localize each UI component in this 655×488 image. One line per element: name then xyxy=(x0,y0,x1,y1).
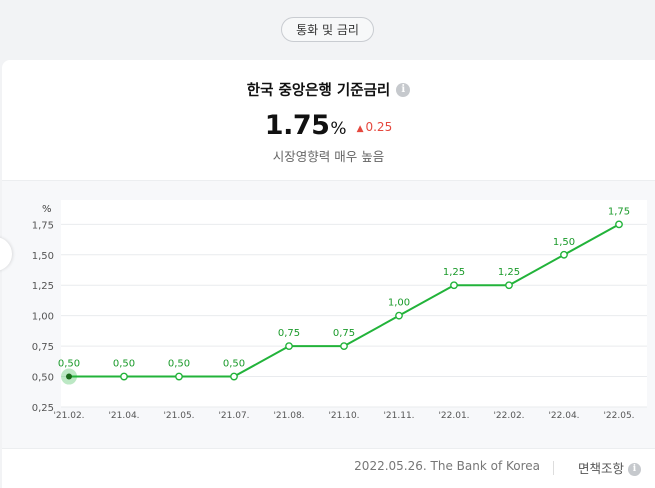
data-label: 0,75 xyxy=(278,328,300,339)
x-tick-label: '21.05. xyxy=(163,411,194,421)
data-point xyxy=(175,372,183,381)
data-label: 1,50 xyxy=(553,237,575,248)
data-label: 1,00 xyxy=(388,298,410,309)
y-tick-label: 1,50 xyxy=(32,251,54,262)
card-footer: 2022.05.26. The Bank of Korea 면책조항 i xyxy=(2,448,655,488)
x-tick-label: '21.08. xyxy=(273,411,304,421)
y-tick-label: 1,00 xyxy=(32,312,54,323)
x-tick-label: '22.01. xyxy=(438,411,469,421)
data-point xyxy=(120,372,128,381)
disclaimer-info-icon[interactable]: i xyxy=(628,463,641,476)
arrow-up-icon: ▲ xyxy=(356,124,364,134)
data-label: 1,25 xyxy=(498,267,520,278)
y-tick-label: 0,75 xyxy=(32,342,54,353)
x-tick-label: '21.02. xyxy=(53,411,84,421)
disclaimer-label: 면책조항 xyxy=(577,461,624,476)
rate-value-row: 1.75% ▲ 0.25 xyxy=(2,110,655,141)
data-point xyxy=(505,281,513,290)
rate-unit: % xyxy=(330,119,347,139)
data-label: 0,50 xyxy=(58,359,80,370)
rate-line-chart: % 0,25 0,50 0,75 1,00 1,25 1,50 1,75 '21.02. '21.… xyxy=(32,200,647,421)
rate-change: ▲ 0.25 xyxy=(357,120,393,134)
rate-chart: % 0,25 0,50 0,75 1,00 1,25 1,50 1,75 '21.02. '21.… xyxy=(2,180,655,448)
x-tick-label: '21.10. xyxy=(328,411,359,421)
y-tick-label: 0,50 xyxy=(32,373,54,384)
rate-change-value: 0.25 xyxy=(365,120,393,134)
x-tick-label: '22.04. xyxy=(548,411,579,421)
rate-header: 한국 중앙은행 기준금리 i 1.75% ▲ 0.25 시장영향력 매우 높음 xyxy=(2,60,655,180)
y-tick-label: 1,75 xyxy=(32,220,54,231)
rate-value: 1.75 xyxy=(264,110,330,141)
rate-title: 한국 중앙은행 기준금리 xyxy=(246,83,391,99)
data-point xyxy=(230,372,238,381)
market-impact: 시장영향력 매우 높음 xyxy=(272,149,385,164)
data-point xyxy=(615,220,623,229)
footer-divider xyxy=(553,461,554,475)
scroll-handle[interactable] xyxy=(0,237,12,271)
info-icon[interactable]: i xyxy=(396,82,411,97)
x-tick-label: '22.02. xyxy=(493,411,524,421)
y-tick-label: 1,25 xyxy=(32,281,54,292)
data-label: 0,75 xyxy=(333,328,355,339)
data-point xyxy=(340,342,348,351)
source-date: 2022.05.26. The Bank of Korea xyxy=(354,459,540,473)
x-tick-label: '22.05. xyxy=(603,411,634,421)
category-tag[interactable]: 통화 및 금리 xyxy=(281,17,374,42)
disclaimer-link[interactable]: 면책조항 i xyxy=(578,458,641,477)
data-label: 0,50 xyxy=(168,359,190,370)
rate-title-row: 한국 중앙은행 기준금리 i xyxy=(2,79,655,100)
base-rate-card: 한국 중앙은행 기준금리 i 1.75% ▲ 0.25 시장영향력 매우 높음 % 0,… xyxy=(2,60,655,488)
plot-background xyxy=(61,200,647,407)
data-label: 0,50 xyxy=(223,359,245,370)
data-point xyxy=(285,342,293,351)
y-tick-label: 0,25 xyxy=(32,403,54,414)
x-tick-label: '21.04. xyxy=(108,411,139,421)
data-label: 1,75 xyxy=(608,206,630,217)
data-point xyxy=(450,281,458,290)
data-point xyxy=(560,250,568,259)
data-label: 0,50 xyxy=(113,359,135,370)
data-point xyxy=(395,311,403,320)
y-axis-unit-label: % xyxy=(42,204,52,215)
x-tick-label: '21.11. xyxy=(383,411,414,421)
data-point xyxy=(66,373,72,380)
x-tick-label: '21.07. xyxy=(218,411,249,421)
data-label: 1,25 xyxy=(443,267,465,278)
